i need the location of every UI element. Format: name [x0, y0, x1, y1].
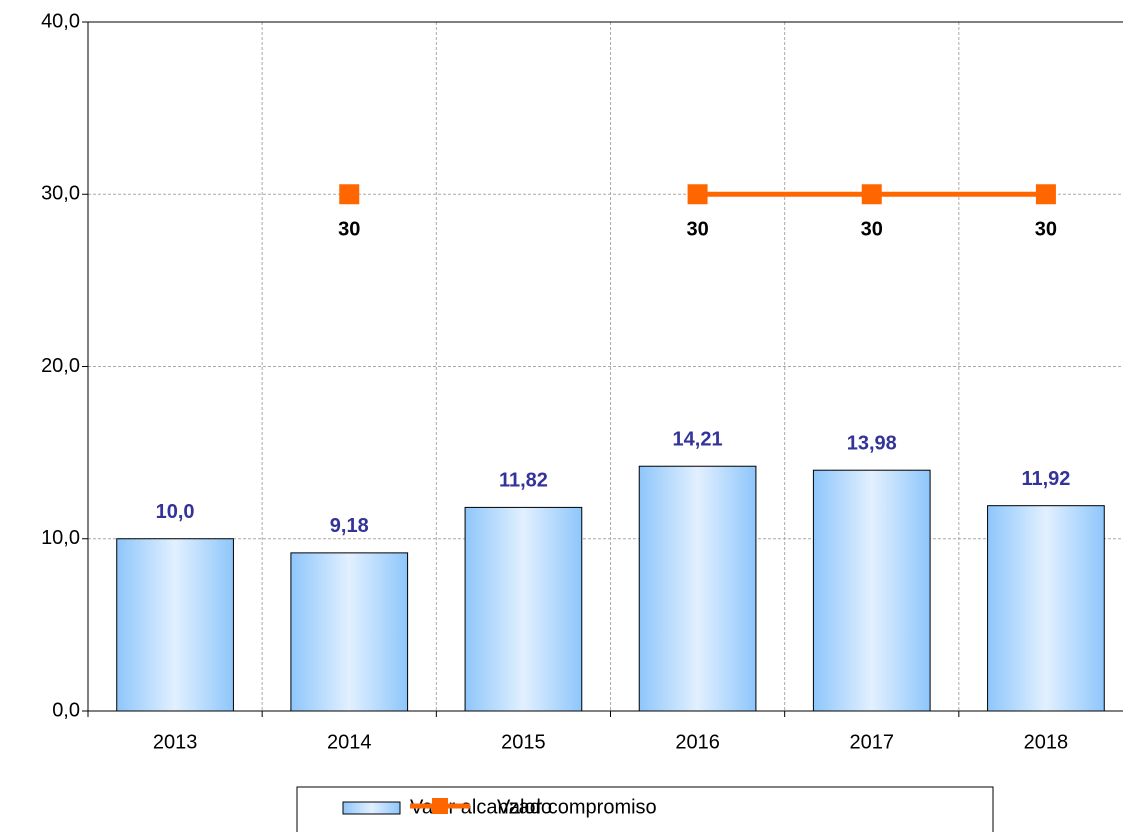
legend-box [296, 786, 994, 832]
line-marker [687, 184, 708, 205]
y-tick-label: 30,0 [41, 183, 80, 205]
line-value-label: 30 [1035, 219, 1057, 241]
bar-value-label: 14,21 [673, 429, 723, 451]
bar [290, 552, 409, 712]
x-tick-label: 2013 [153, 731, 198, 753]
y-tick-label: 0,0 [52, 699, 80, 721]
x-tick-label: 2017 [850, 731, 895, 753]
bar [638, 465, 757, 712]
y-tick-label: 40,0 [41, 10, 80, 32]
grid [88, 21, 1123, 711]
y-tick-label: 20,0 [41, 355, 80, 377]
line-value-label: 30 [686, 219, 708, 241]
line-marker [1035, 184, 1056, 205]
bar [464, 506, 583, 712]
line-marker [861, 184, 882, 205]
bar-value-label: 10,0 [156, 501, 195, 523]
bar [116, 538, 234, 712]
bar-value-label: 11,92 [1021, 468, 1070, 490]
x-tick-label: 2016 [675, 731, 720, 753]
marks [116, 184, 1105, 712]
bar [812, 469, 931, 712]
line-value-label: 30 [861, 219, 883, 241]
bar-value-label: 11,82 [499, 470, 548, 492]
y-tick-label: 10,0 [41, 527, 80, 549]
bar-value-label: 13,98 [847, 432, 897, 454]
bar [987, 505, 1105, 712]
x-tick-label: 2015 [501, 731, 546, 753]
line-value-label: 30 [338, 219, 360, 241]
legend-swatch-marker [432, 798, 448, 814]
bar-value-label: 9,18 [330, 515, 369, 537]
line-marker [339, 184, 360, 205]
legend-swatch [342, 801, 401, 815]
legend-label: Valor compromiso [497, 796, 657, 818]
x-tick-label: 2018 [1024, 731, 1069, 753]
x-tick-label: 2014 [327, 731, 372, 753]
